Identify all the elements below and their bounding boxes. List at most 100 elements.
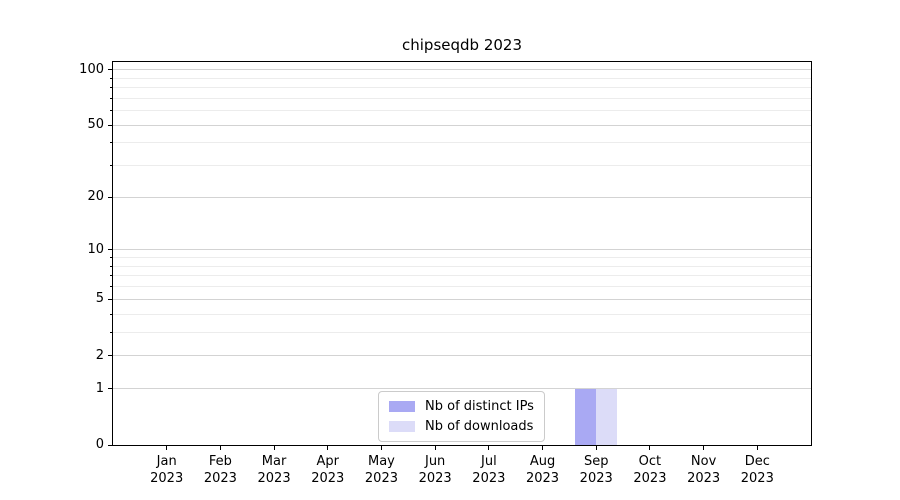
y-gridline-major [113, 69, 811, 71]
plot-area [112, 61, 812, 446]
y-minor-tick-mark [110, 286, 112, 288]
y-gridline-minor [113, 265, 811, 267]
x-tick-month: Oct [638, 454, 662, 469]
y-tick-mark [108, 196, 112, 198]
x-tick-label: Aug 2023 [511, 453, 575, 487]
x-tick-year: 2023 [364, 471, 398, 486]
x-tick-year: 2023 [257, 471, 291, 486]
y-tick-label: 50 [87, 117, 104, 133]
x-tick-year: 2023 [203, 471, 237, 486]
x-tick-label: Nov 2023 [672, 453, 736, 487]
x-tick-month: Mar [261, 454, 287, 469]
y-minor-tick-mark [110, 77, 112, 79]
x-tick-month: Jan [156, 454, 177, 469]
y-gridline-minor [113, 87, 811, 89]
x-tick-label: Feb 2023 [188, 453, 252, 487]
legend-entry-nb-of-distinct-ips: Nb of distinct IPs [389, 398, 534, 415]
x-tick-mark [488, 446, 490, 450]
x-tick-label: Jun 2023 [403, 453, 467, 487]
x-tick-year: 2023 [633, 471, 667, 486]
x-tick-month: Jun [424, 454, 446, 469]
legend: Nb of distinct IPs Nb of downloads [378, 391, 545, 442]
y-tick-label: 20 [87, 189, 104, 205]
x-tick-label: Apr 2023 [296, 453, 360, 487]
y-tick-mark [108, 69, 112, 71]
y-minor-tick-mark [110, 97, 112, 99]
y-tick-label: 10 [87, 241, 104, 257]
x-tick-label: May 2023 [349, 453, 413, 487]
y-minor-tick-mark [110, 142, 112, 144]
x-tick-year: 2023 [472, 471, 506, 486]
x-tick-label: Dec 2023 [725, 453, 789, 487]
y-gridline-minor [113, 142, 811, 144]
x-tick-mark [327, 446, 329, 450]
y-gridline-minor [113, 97, 811, 99]
x-tick-month: Aug [529, 454, 556, 469]
legend-swatch-nb-of-downloads [389, 421, 415, 432]
x-tick-label: Sep 2023 [564, 453, 628, 487]
bars-layer [113, 62, 811, 445]
y-tick-mark [108, 124, 112, 126]
y-gridline-minor [113, 313, 811, 315]
y-gridline-minor [113, 331, 811, 333]
x-tick-mark [649, 446, 651, 450]
y-gridline-major [113, 355, 811, 357]
x-tick-mark [595, 446, 597, 450]
y-gridline-major [113, 249, 811, 251]
y-gridline-minor [113, 165, 811, 167]
y-minor-tick-mark [110, 87, 112, 89]
y-tick-label: 0 [95, 437, 104, 452]
x-tick-mark [380, 446, 382, 450]
x-tick-label: Jul 2023 [457, 453, 521, 487]
y-minor-tick-mark [110, 275, 112, 277]
x-tick-mark [434, 446, 436, 450]
x-tick-month: May [368, 454, 395, 469]
bar-nb-of-downloads [596, 388, 618, 445]
x-tick-year: 2023 [687, 471, 721, 486]
legend-swatch-nb-of-distinct-ips [389, 401, 415, 412]
legend-label: Nb of distinct IPs [425, 399, 534, 414]
y-tick-mark [108, 249, 112, 251]
x-tick-year: 2023 [740, 471, 774, 486]
y-gridline-minor [113, 286, 811, 288]
x-tick-mark [756, 446, 758, 450]
x-tick-label: Oct 2023 [618, 453, 682, 487]
x-tick-mark [542, 446, 544, 450]
y-gridline-minor [113, 257, 811, 259]
x-tick-label: Jan 2023 [135, 453, 199, 487]
x-tick-month: Feb [208, 454, 232, 469]
x-tick-year: 2023 [579, 471, 613, 486]
legend-entry-nb-of-downloads: Nb of downloads [389, 418, 534, 435]
bar-nb-of-distinct-ips [575, 388, 597, 445]
x-tick-year: 2023 [418, 471, 452, 486]
x-tick-mark [703, 446, 705, 450]
y-gridline-minor [113, 275, 811, 277]
x-tick-mark [219, 446, 221, 450]
y-minor-tick-mark [110, 110, 112, 112]
y-gridline-minor [113, 110, 811, 112]
y-gridline-major [113, 124, 811, 126]
y-gridline-major [113, 388, 811, 390]
gridlines-layer [113, 62, 811, 445]
y-tick-mark [108, 388, 112, 390]
y-gridline-minor [113, 77, 811, 79]
y-tick-label: 1 [95, 380, 104, 396]
chart-title: chipseqdb 2023 [402, 36, 522, 54]
x-tick-label: Mar 2023 [242, 453, 306, 487]
y-gridline-major [113, 196, 811, 198]
y-tick-mark [108, 298, 112, 300]
y-tick-mark [108, 355, 112, 357]
x-tick-month: Dec [744, 454, 770, 469]
y-tick-label: 2 [95, 347, 104, 363]
x-tick-year: 2023 [311, 471, 345, 486]
y-minor-tick-mark [110, 257, 112, 259]
y-tick-label: 5 [95, 291, 104, 307]
x-tick-month: Apr [316, 454, 340, 469]
y-minor-tick-mark [110, 265, 112, 267]
x-tick-year: 2023 [150, 471, 184, 486]
y-tick-mark [108, 444, 112, 446]
x-tick-mark [166, 446, 168, 450]
y-gridline-major [113, 298, 811, 300]
x-tick-year: 2023 [525, 471, 560, 486]
